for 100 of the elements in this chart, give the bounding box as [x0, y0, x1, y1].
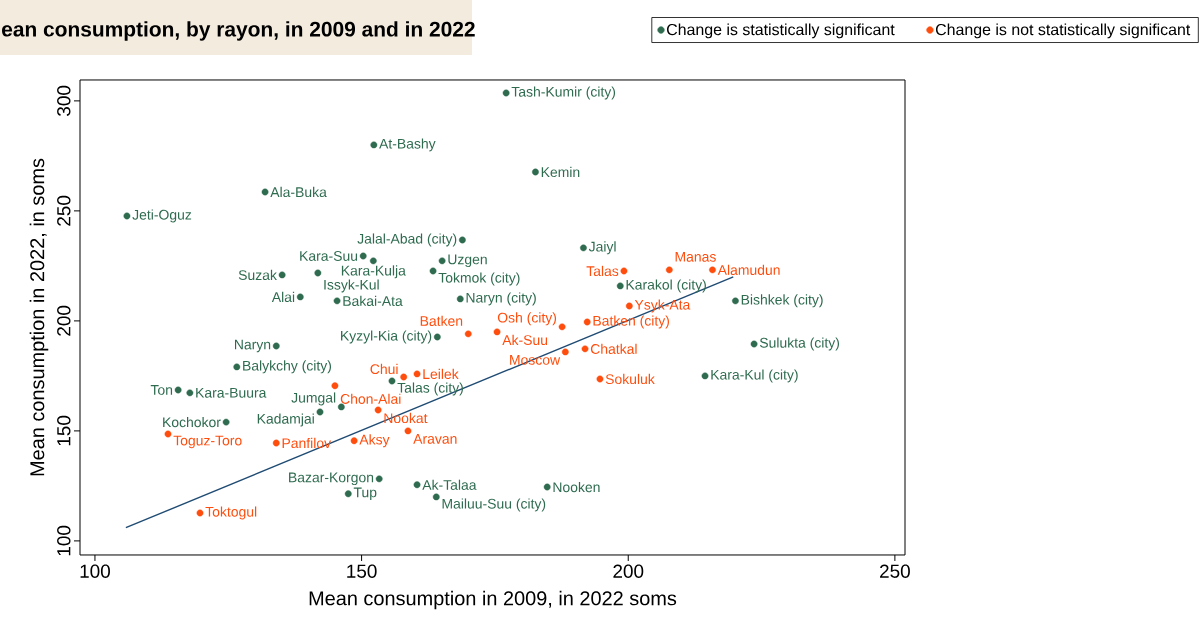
data-label: Kara-Buura: [196, 387, 267, 398]
point: [432, 493, 440, 501]
point: [581, 345, 589, 353]
point: [359, 252, 367, 260]
data-label: Jumgal: [291, 392, 336, 406]
data-label: Issyk-Kul: [324, 279, 379, 293]
data-label: Tokmok (city): [438, 272, 520, 286]
y-tick-label: 200: [57, 305, 71, 336]
point: [502, 89, 510, 97]
x-tick-label: 200: [613, 564, 644, 578]
point: [233, 363, 241, 371]
point: [333, 297, 341, 305]
point: [464, 330, 472, 338]
data-label: Chon-Alai: [340, 393, 401, 404]
point: [433, 333, 441, 341]
point: [620, 267, 628, 275]
data-label: Suzak: [238, 269, 277, 281]
data-label: Kemin: [541, 166, 580, 178]
data-label: Bishkek (city): [741, 294, 823, 308]
data-label: Kara-Suu: [300, 251, 358, 261]
point: [665, 266, 673, 274]
x-tick-label: 100: [80, 564, 110, 578]
point: [369, 257, 377, 265]
data-label: Manas: [675, 251, 716, 262]
data-label: Batken: [420, 315, 463, 326]
data-label: Alamudun: [717, 264, 780, 275]
point: [400, 373, 408, 381]
point: [296, 293, 304, 301]
chart-title: ean consumption, by rayon, in 2009 and in 2022: [2, 21, 475, 41]
data-label: At-Bashy: [379, 138, 436, 152]
point: [438, 257, 446, 265]
point: [709, 266, 716, 274]
point: [493, 328, 501, 336]
point: [543, 483, 551, 491]
data-label: Balykchy (city): [243, 360, 332, 374]
y-tick-label: 150: [57, 415, 71, 446]
point: [583, 318, 591, 326]
point: [370, 141, 378, 149]
point: [625, 302, 633, 310]
point: [314, 269, 322, 277]
point: [123, 212, 131, 220]
point: [196, 509, 204, 517]
point: [186, 389, 194, 397]
data-label: Jaiyl: [588, 241, 616, 255]
data-label: Sokuluk: [605, 373, 655, 385]
data-label: Mailuu-Suu (city): [442, 498, 546, 512]
data-label: Kara-Kulja: [341, 265, 406, 279]
y-tick-label: 250: [57, 195, 71, 226]
data-label: Ak-Talaa: [422, 479, 477, 490]
point: [272, 342, 280, 350]
data-label: Talas: [586, 265, 619, 277]
data-label: Ala-Buka: [270, 186, 327, 198]
data-label: Alai: [271, 291, 295, 303]
legend-label: Change is not statistically significant: [935, 23, 1191, 39]
point: [558, 323, 566, 331]
point: [164, 430, 172, 438]
point: [456, 295, 464, 303]
data-label: Bazar-Korgon: [289, 472, 374, 486]
point: [596, 375, 604, 383]
y-axis-title: Mean consumption in 2022, in soms: [29, 158, 49, 476]
data-label: Sulukta (city): [759, 337, 840, 351]
legend-label: Change is statistically significant: [667, 23, 895, 39]
point: [458, 236, 466, 244]
point: [272, 439, 280, 447]
data-label: Osh (city): [497, 312, 557, 326]
point: [331, 382, 339, 390]
data-label: Kadamjai: [257, 413, 314, 427]
data-label: Tup: [353, 487, 377, 501]
point: [337, 403, 345, 411]
point: [350, 437, 358, 445]
point: [732, 297, 739, 305]
data-label: Aravan: [413, 434, 457, 444]
point: [374, 406, 382, 414]
point: [316, 408, 324, 416]
data-label: Kochokor: [163, 416, 221, 428]
data-label: Naryn (city): [466, 292, 536, 306]
x-axis-title: Mean consumption in 2009, in 2022 soms: [309, 590, 677, 610]
point: [580, 244, 587, 252]
point: [222, 418, 230, 426]
data-label: Kyzyl-Kia (city): [341, 330, 432, 344]
data-label: Toktogul: [205, 506, 257, 520]
data-label: Leilek: [423, 368, 459, 380]
data-label: Ak-Suu: [502, 334, 548, 346]
point: [413, 370, 421, 378]
point: [375, 475, 383, 483]
data-label: Ton: [150, 385, 173, 395]
point: [750, 340, 758, 348]
y-tick-label: 100: [57, 525, 71, 556]
point: [561, 348, 569, 356]
data-label: Uzgen: [448, 254, 487, 268]
data-label: Jeti-Oguz: [132, 209, 192, 223]
data-label: Panfilov: [282, 437, 332, 449]
data-label: Karakol (city): [626, 279, 706, 293]
data-label: Bakai-Ata: [343, 295, 403, 306]
data-label: Talas (city): [397, 382, 463, 396]
data-label: Naryn: [235, 339, 271, 353]
point: [532, 168, 539, 176]
y-tick-label: 300: [57, 85, 71, 116]
data-label: Nooken: [553, 481, 600, 493]
point: [261, 188, 269, 196]
